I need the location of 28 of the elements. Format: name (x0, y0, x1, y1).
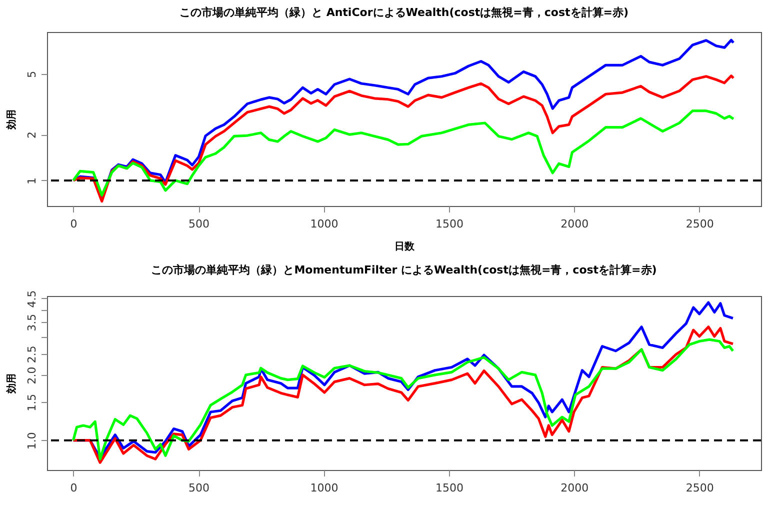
x-tick-label: 1000 (310, 482, 338, 494)
x-tick-label: 2000 (560, 482, 589, 494)
line-series (72, 110, 735, 197)
x-axis-title: 日数 (394, 240, 416, 252)
x-tick-label: 2500 (686, 218, 714, 230)
y-tick-label: 2.0 (26, 366, 38, 384)
y-tick-label: 1.0 (26, 432, 38, 450)
x-tick-label: 1500 (435, 218, 464, 230)
chart-title: この市場の単純平均（緑）とMomentumFilter によるWealth(costは無視=青，costを計算=赤) (151, 264, 657, 277)
chart-title: この市場の単純平均（緑）と AntiCorによるWealth(costは無視=青，costを計算=赤) (180, 6, 628, 19)
y-tick-label: 1.5 (26, 394, 38, 412)
y-tick-label: 2.5 (26, 346, 38, 364)
x-tick-label: 0 (70, 218, 78, 230)
y-tick-label: 2 (26, 132, 38, 139)
x-tick-label: 0 (70, 482, 78, 494)
y-tick-label: 4.5 (26, 290, 38, 308)
x-tick-label: 1000 (310, 218, 338, 230)
x-tick-label: 2500 (686, 482, 714, 494)
y-tick-label: 5 (26, 70, 38, 78)
x-tick-label: 1500 (435, 482, 464, 494)
x-tick-label: 500 (188, 482, 210, 494)
x-tick-label: 2000 (560, 218, 589, 230)
x-tick-label: 500 (188, 218, 210, 230)
y-tick-label: 3.5 (26, 314, 38, 332)
y-axis-title: 効用 (6, 374, 18, 394)
line-series (72, 74, 735, 203)
y-axis-title: 効用 (6, 110, 18, 130)
y-tick-label: 1 (26, 177, 38, 184)
